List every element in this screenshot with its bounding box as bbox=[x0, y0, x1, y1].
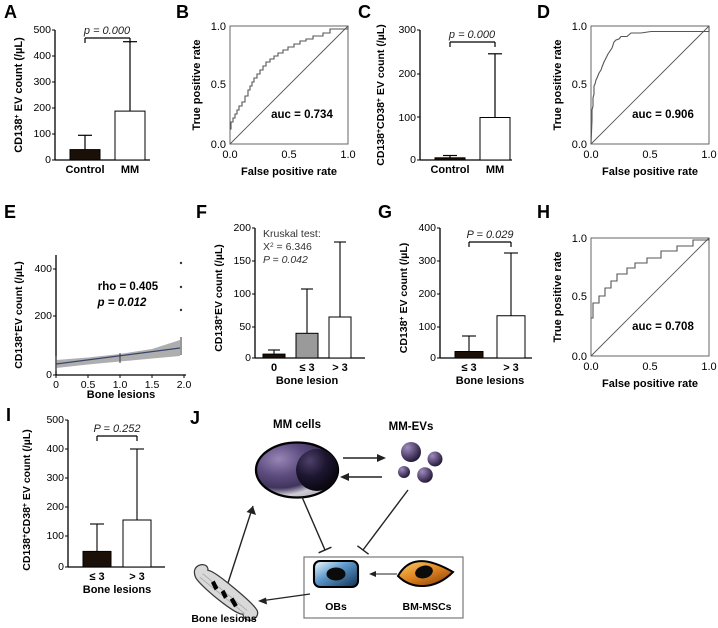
svg-text:300: 300 bbox=[33, 76, 51, 88]
svg-text:OBs: OBs bbox=[325, 601, 347, 613]
svg-text:auc = 0.708: auc = 0.708 bbox=[632, 321, 694, 333]
svg-text:0: 0 bbox=[245, 352, 251, 364]
svg-text:False positive rate: False positive rate bbox=[602, 378, 698, 390]
svg-text:0: 0 bbox=[58, 561, 64, 573]
svg-text:CD138+CD38+ EV count (/µL): CD138+CD38+ EV count (/µL) bbox=[375, 24, 387, 165]
svg-text:200: 200 bbox=[34, 310, 52, 322]
svg-text:200: 200 bbox=[233, 222, 251, 234]
svg-text:p = 0.012: p = 0.012 bbox=[97, 297, 148, 309]
svg-text:CD138+EV count (/µL): CD138+EV count (/µL) bbox=[213, 244, 225, 352]
svg-text:0: 0 bbox=[45, 154, 51, 166]
svg-text:0: 0 bbox=[46, 369, 52, 381]
svg-text:MM: MM bbox=[486, 164, 504, 176]
svg-text:400: 400 bbox=[418, 222, 436, 234]
svg-text:0.5: 0.5 bbox=[211, 79, 226, 91]
svg-text:False positive rate: False positive rate bbox=[241, 166, 337, 178]
svg-text:≤ 3: ≤ 3 bbox=[299, 362, 314, 374]
svg-text:True positive rate: True positive rate bbox=[552, 39, 564, 130]
svg-text:P = 0.029: P = 0.029 bbox=[467, 229, 514, 241]
svg-text:150: 150 bbox=[233, 255, 251, 267]
svg-text:Kruskal test:: Kruskal test: bbox=[263, 228, 321, 240]
svg-text:500: 500 bbox=[33, 24, 51, 36]
svg-text:True positive rate: True positive rate bbox=[191, 39, 203, 130]
svg-text:0.5: 0.5 bbox=[572, 79, 587, 91]
svg-text:100: 100 bbox=[233, 288, 251, 300]
svg-text:0.0: 0.0 bbox=[583, 149, 598, 161]
svg-text:BM-MSCs: BM-MSCs bbox=[403, 601, 452, 613]
svg-text:CD138+EV count (/µL): CD138+EV count (/µL) bbox=[13, 261, 25, 369]
svg-text:400: 400 bbox=[33, 50, 51, 62]
svg-text:Bone lesions: Bone lesions bbox=[87, 389, 155, 400]
svg-text:> 3: > 3 bbox=[503, 362, 519, 374]
svg-text:≤ 3: ≤ 3 bbox=[89, 571, 104, 583]
svg-text:400: 400 bbox=[46, 443, 64, 455]
svg-text:200: 200 bbox=[398, 68, 416, 80]
svg-text:0.0: 0.0 bbox=[222, 149, 237, 161]
svg-text:Bone lesion: Bone lesion bbox=[276, 375, 339, 386]
svg-text:0: 0 bbox=[430, 352, 436, 364]
svg-text:2.0: 2.0 bbox=[177, 379, 192, 391]
svg-text:≤ 3: ≤ 3 bbox=[461, 362, 476, 374]
svg-text:auc = 0.734: auc = 0.734 bbox=[271, 109, 333, 121]
svg-text:Control: Control bbox=[430, 164, 469, 176]
svg-text:True positive rate: True positive rate bbox=[552, 251, 564, 342]
svg-text:50: 50 bbox=[239, 321, 251, 333]
svg-text:MM-EVs: MM-EVs bbox=[389, 421, 434, 433]
svg-text:0: 0 bbox=[53, 379, 59, 391]
svg-text:Bone lesions: Bone lesions bbox=[191, 613, 257, 625]
svg-text:200: 200 bbox=[418, 288, 436, 300]
svg-text:0: 0 bbox=[410, 154, 416, 166]
svg-text:Control: Control bbox=[65, 164, 104, 176]
svg-text:Bone lesions: Bone lesions bbox=[83, 584, 151, 596]
svg-text:MM: MM bbox=[121, 164, 139, 176]
svg-text:CD138+ EV count (/µL): CD138+ EV count (/µL) bbox=[398, 243, 410, 354]
svg-text:1.0: 1.0 bbox=[701, 149, 716, 161]
svg-text:auc = 0.906: auc = 0.906 bbox=[632, 109, 694, 121]
svg-text:1.0: 1.0 bbox=[701, 361, 716, 373]
svg-text:300: 300 bbox=[46, 472, 64, 484]
svg-text:CD138+ EV count (/µL): CD138+ EV count (/µL) bbox=[13, 37, 25, 153]
svg-text:500: 500 bbox=[46, 414, 64, 426]
svg-text:P = 0.252: P = 0.252 bbox=[94, 423, 141, 435]
svg-text:100: 100 bbox=[398, 112, 416, 124]
svg-text:200: 200 bbox=[46, 501, 64, 513]
svg-text:1.0: 1.0 bbox=[572, 21, 587, 33]
svg-text:100: 100 bbox=[418, 321, 436, 333]
svg-text:0.5: 0.5 bbox=[572, 291, 587, 303]
svg-text:False positive rate: False positive rate bbox=[602, 166, 698, 178]
svg-text:p = 0.000: p = 0.000 bbox=[448, 29, 496, 41]
svg-text:200: 200 bbox=[33, 102, 51, 114]
svg-text:300: 300 bbox=[398, 24, 416, 36]
svg-text:100: 100 bbox=[46, 530, 64, 542]
svg-text:X2 = 6.346: X2 = 6.346 bbox=[263, 241, 312, 253]
svg-text:MM cells: MM cells bbox=[273, 419, 321, 431]
svg-text:CD138+CD38+ EV count (/µL): CD138+CD38+ EV count (/µL) bbox=[21, 429, 33, 570]
svg-text:> 3: > 3 bbox=[332, 362, 348, 374]
svg-text:1.0: 1.0 bbox=[211, 21, 226, 33]
svg-text:0.0: 0.0 bbox=[583, 361, 598, 373]
svg-text:1.0: 1.0 bbox=[572, 233, 587, 245]
svg-text:100: 100 bbox=[33, 128, 51, 140]
svg-text:p = 0.000: p = 0.000 bbox=[83, 25, 131, 37]
svg-text:> 3: > 3 bbox=[129, 571, 145, 583]
svg-text:1.0: 1.0 bbox=[340, 149, 355, 161]
svg-text:300: 300 bbox=[418, 255, 436, 267]
svg-text:0.5: 0.5 bbox=[642, 149, 657, 161]
svg-text:0: 0 bbox=[271, 362, 277, 374]
svg-text:rho = 0.405: rho = 0.405 bbox=[98, 281, 159, 293]
svg-text:400: 400 bbox=[34, 263, 52, 275]
svg-text:P = 0.042: P = 0.042 bbox=[263, 254, 308, 266]
svg-text:0.5: 0.5 bbox=[281, 149, 296, 161]
svg-text:Bone lesions: Bone lesions bbox=[456, 375, 524, 386]
svg-text:0.5: 0.5 bbox=[642, 361, 657, 373]
